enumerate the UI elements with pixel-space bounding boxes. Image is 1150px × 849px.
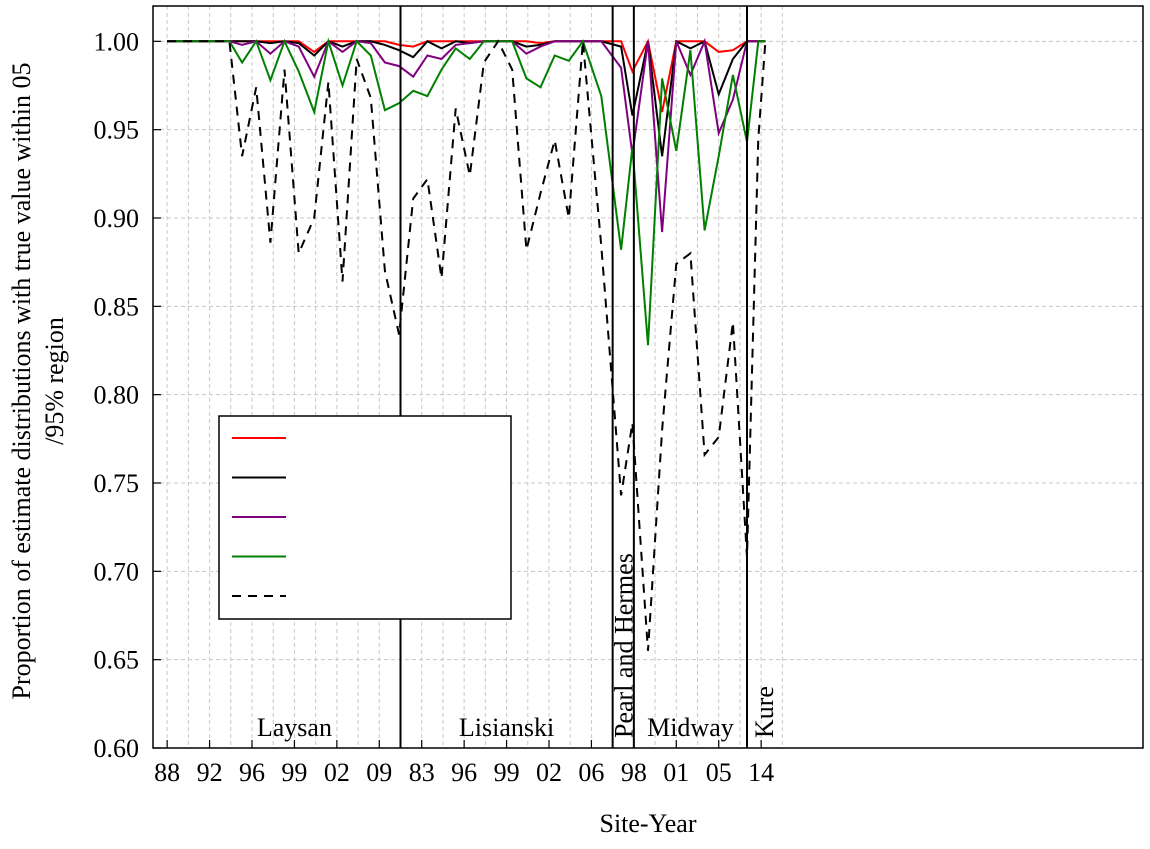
y-ticks: 0.60 0.65 0.70 0.75 0.80 0.85 0.90 0.95 1.00 <box>94 27 161 763</box>
y-tick-label: 0.95 <box>94 116 140 145</box>
y-tick-label: 0.75 <box>94 469 140 498</box>
y-tick-label: 0.65 <box>94 646 140 675</box>
x-tick-label: 83 <box>409 758 435 787</box>
x-tick-label: 96 <box>451 758 477 787</box>
x-tick-label: 88 <box>154 758 180 787</box>
series-line-3 <box>167 37 766 233</box>
y-tick-label: 0.85 <box>94 292 140 321</box>
x-tick-label: 01 <box>663 758 689 787</box>
region-labels: Laysan Lisianski Pearl and Hermes Midway Kur… <box>257 553 779 742</box>
grid <box>153 6 1143 749</box>
series-line-5 <box>167 39 767 651</box>
y-axis-title: Proportion of estimate distributions wit… <box>7 63 69 700</box>
region-label: Pearl and Hermes <box>609 553 638 738</box>
x-tick-label: 98 <box>621 758 647 787</box>
x-tick-label: 96 <box>239 758 265 787</box>
plot-frame <box>152 5 1144 749</box>
x-tick-label: 02 <box>536 758 562 787</box>
x-ticks: 88 92 96 99 02 09 83 96 99 02 06 98 01 05 14 <box>154 740 774 787</box>
region-label: Laysan <box>257 713 332 742</box>
x-axis-title: Site-Year <box>599 809 696 838</box>
x-tick-label: 06 <box>578 758 604 787</box>
y-tick-label: 0.70 <box>94 557 140 586</box>
x-tick-label: 05 <box>706 758 732 787</box>
y-tick-label: 0.90 <box>94 204 140 233</box>
series-lines <box>167 37 767 651</box>
region-label: Kure <box>750 686 779 738</box>
y-axis-title-line-1: Proportion of estimate distributions wit… <box>7 63 36 700</box>
region-label: Midway <box>647 713 734 742</box>
y-tick-label: 0.80 <box>94 381 140 410</box>
region-label: Lisianski <box>459 713 554 742</box>
y-tick-label: 1.00 <box>94 27 140 56</box>
y-tick-label: 0.60 <box>94 734 140 763</box>
x-tick-label: 92 <box>197 758 223 787</box>
x-tick-label: 02 <box>324 758 350 787</box>
region-dividers <box>399 6 748 748</box>
legend <box>218 415 512 620</box>
x-tick-label: 99 <box>494 758 520 787</box>
series-line-4 <box>167 37 766 346</box>
x-tick-label: 09 <box>366 758 392 787</box>
y-axis-title-line-2: /95% region <box>40 317 69 445</box>
x-tick-label: 14 <box>748 758 774 787</box>
x-tick-label: 99 <box>281 758 307 787</box>
